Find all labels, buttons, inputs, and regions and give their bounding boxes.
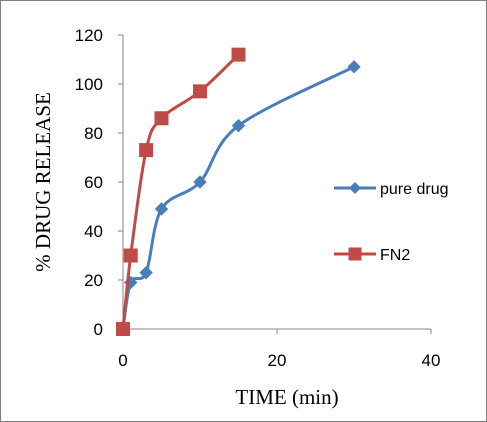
y-axis-title: % DRUG RELEASE	[31, 92, 55, 272]
legend-item-fn2: FN2	[334, 247, 410, 264]
y-tick-label: 120	[75, 26, 103, 45]
y-tick-label: 20	[84, 271, 103, 290]
x-axis-ticks: 0 20 40	[118, 329, 440, 370]
series-pure-drug	[116, 60, 361, 336]
legend-marker-fn2	[348, 247, 362, 261]
data-point-fn2	[139, 143, 154, 158]
data-point-fn2	[116, 322, 130, 336]
series-fn2	[116, 47, 246, 336]
y-tick-label: 100	[75, 75, 103, 94]
data-point-pure-drug	[347, 60, 361, 74]
plot-series	[116, 47, 361, 336]
legend-item-pure-drug: pure drug	[334, 181, 449, 198]
data-point-pure-drug	[193, 175, 207, 189]
x-tick-label: 20	[268, 351, 287, 370]
x-axis-title: TIME (min)	[235, 385, 338, 409]
legend-marker-pure-drug	[349, 182, 361, 194]
data-point-fn2	[123, 248, 138, 263]
data-point-pure-drug	[139, 265, 153, 280]
series-line-fn2	[121, 53, 240, 331]
x-tick-label: 40	[422, 351, 441, 370]
data-point-fn2	[154, 111, 169, 126]
y-tick-label: 80	[84, 124, 103, 143]
data-point-fn2	[231, 47, 246, 62]
series-line-pure-drug	[121, 65, 356, 331]
data-point-pure-drug	[231, 118, 246, 133]
legend: pure drug FN2	[334, 181, 449, 264]
legend-label-pure-drug: pure drug	[380, 181, 449, 198]
y-axis-ticks: 0 20 40 60 80 100 120	[75, 26, 123, 339]
y-tick-label: 0	[94, 320, 103, 339]
legend-label-fn2: FN2	[380, 247, 410, 264]
y-tick-label: 40	[84, 222, 103, 241]
x-tick-label: 0	[118, 351, 127, 370]
data-point-pure-drug	[154, 202, 169, 216]
data-point-fn2	[193, 84, 207, 99]
y-tick-label: 60	[84, 173, 103, 192]
